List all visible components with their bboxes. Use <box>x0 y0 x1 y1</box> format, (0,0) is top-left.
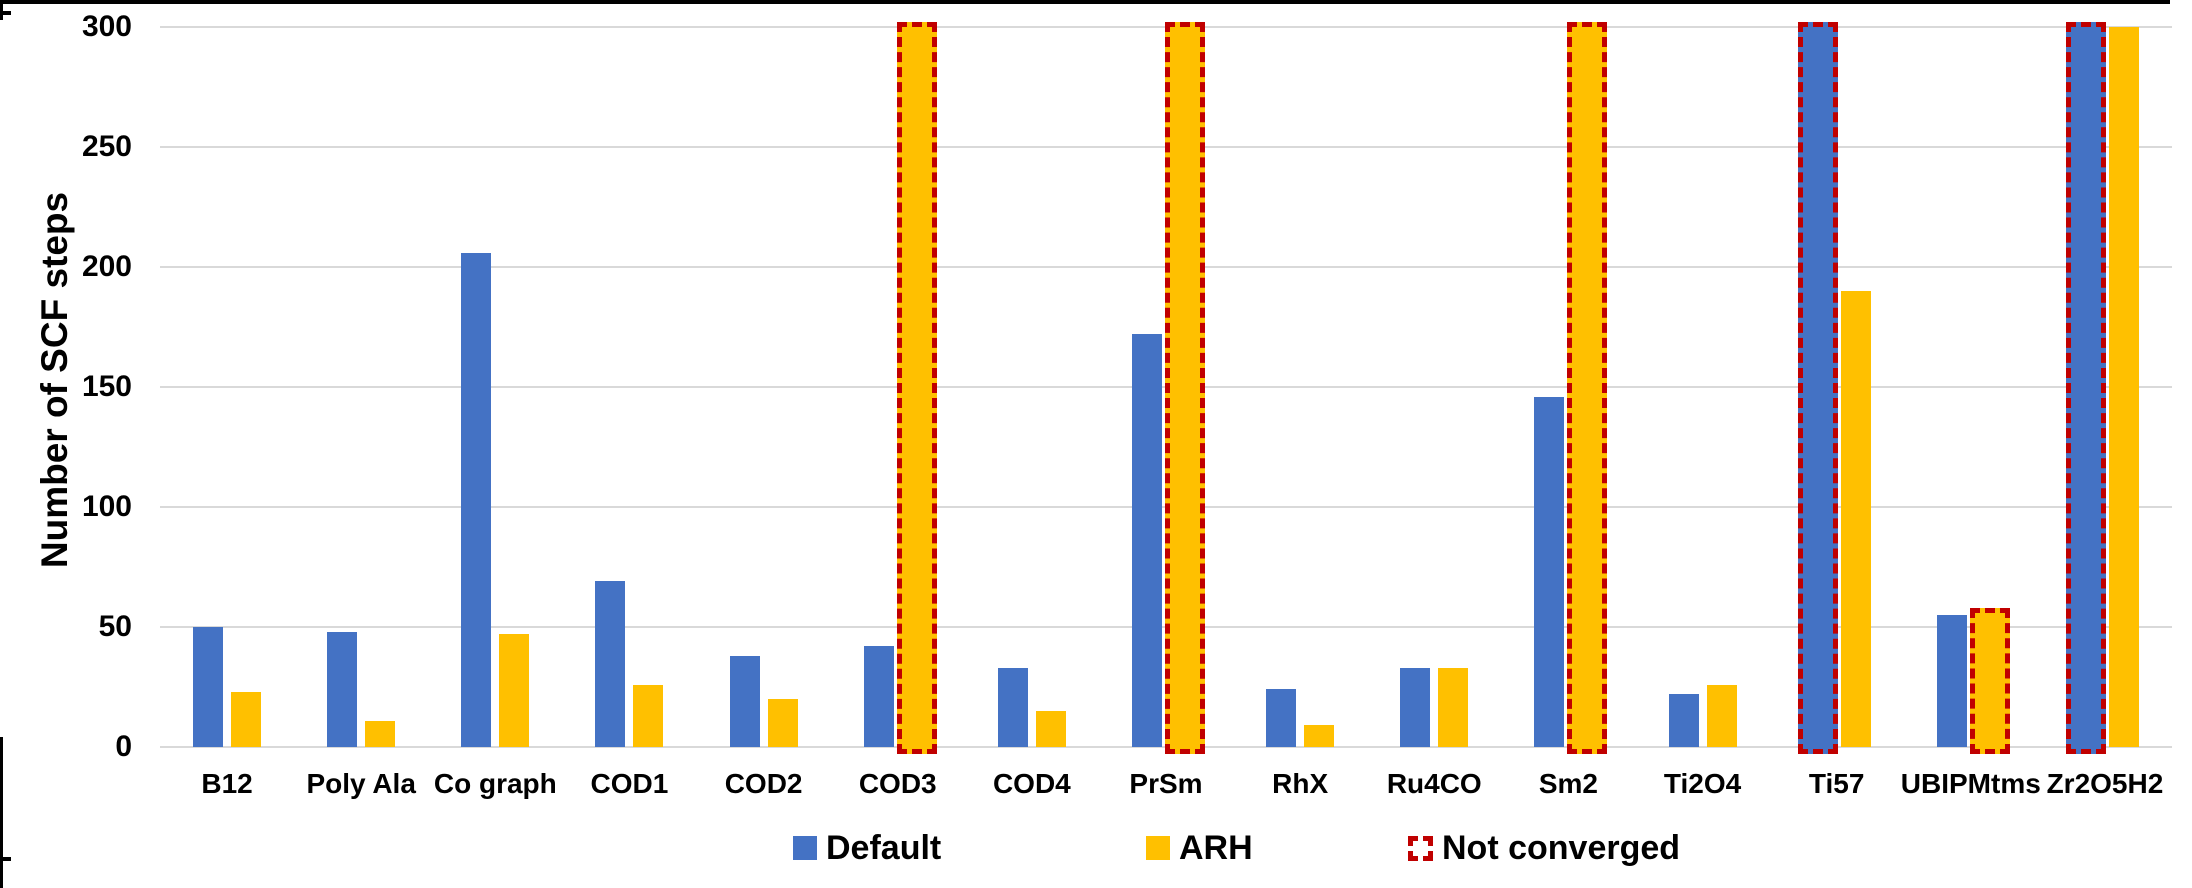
x-category-label: B12 <box>201 768 253 799</box>
bar-default-rhx <box>1266 689 1297 747</box>
bar-arh-ubipmtms-not-converged <box>1969 607 2010 754</box>
x-category-label: COD1 <box>590 768 669 799</box>
bar-arh-ti57 <box>1840 291 1871 747</box>
figure-border-tick-bottom <box>0 857 11 861</box>
x-category-label: Zr2O5H2 <box>2046 768 2164 799</box>
x-category-label: RhX <box>1272 768 1329 799</box>
figure-border-left-bottom <box>0 737 3 888</box>
bar-arh-cod4 <box>1035 711 1066 747</box>
x-category-label: COD4 <box>992 768 1071 799</box>
y-tick-label: 0 <box>115 730 132 763</box>
bar-default-b12 <box>193 627 224 747</box>
y-tick-label: 100 <box>81 490 132 523</box>
bar-arh-poly-ala <box>365 720 396 747</box>
bar-arh-cod2 <box>767 699 798 747</box>
x-category-label: Poly Ala <box>306 768 416 799</box>
bar-arh-cod1 <box>633 684 664 747</box>
bar-default-ti2o4 <box>1668 694 1699 747</box>
x-category-label: Ti57 <box>1808 768 1865 799</box>
bar-default-cod2 <box>729 655 760 747</box>
x-category-label: Ru4CO <box>1386 768 1482 799</box>
legend-item-default: Default <box>793 828 942 867</box>
bar-default-zr2o5h2-not-converged <box>2065 22 2106 754</box>
bar-default-ru4co <box>1400 667 1431 747</box>
bar-arh-ru4co <box>1438 667 1469 747</box>
bar-default-cod4 <box>997 667 1028 747</box>
y-tick-label: 300 <box>81 10 132 43</box>
bar-default-prsm <box>1132 334 1162 747</box>
bar-default-cod1 <box>595 581 626 747</box>
y-tick-label: 50 <box>98 610 132 643</box>
legend-label: Not converged <box>1442 828 1681 867</box>
x-category-label: Sm2 <box>1538 768 1598 799</box>
y-tick-label: 250 <box>81 130 132 163</box>
bar-arh-co-graph <box>499 634 530 747</box>
bar-arh-sm2-not-converged <box>1567 22 1608 754</box>
bar-default-sm2 <box>1534 396 1565 747</box>
legend-label: ARH <box>1179 828 1253 867</box>
x-category-label: PrSm <box>1129 768 1203 799</box>
series-color-swatch-icon <box>793 836 817 860</box>
legend-label: Default <box>826 828 942 867</box>
bar-arh-zr2o5h2 <box>2108 27 2139 747</box>
x-category-label: COD2 <box>724 768 803 799</box>
bar-default-cod3 <box>863 646 894 747</box>
series-color-swatch-icon <box>1146 836 1170 860</box>
bar-arh-cod3-not-converged <box>896 22 937 754</box>
legend-item-not-converged: Not converged <box>1408 828 1681 867</box>
bar-default-ubipmtms <box>1936 615 1967 747</box>
y-tick-label: 200 <box>81 250 132 283</box>
legend-item-arh: ARH <box>1146 828 1253 867</box>
y-tick-label: 150 <box>81 370 132 403</box>
x-category-label: UBIPMtms <box>1900 768 2041 799</box>
bar-default-poly-ala <box>327 631 358 747</box>
figure-border-tick-top <box>0 11 11 15</box>
x-category-label: Ti2O4 <box>1663 768 1742 799</box>
figure-border-left-top <box>0 0 3 20</box>
bar-default-co-graph <box>461 252 492 747</box>
bar-arh-prsm-not-converged <box>1165 22 1205 754</box>
bar-default-ti57-not-converged <box>1797 22 1838 754</box>
bar-arh-b12 <box>231 691 262 747</box>
figure-border-top <box>0 0 2170 4</box>
x-category-label: Co graph <box>433 768 557 799</box>
bar-arh-rhx <box>1304 725 1335 747</box>
x-category-label: COD3 <box>858 768 937 799</box>
bar-arh-ti2o4 <box>1706 684 1737 747</box>
not-converged-dashed-swatch-icon <box>1408 835 1433 861</box>
